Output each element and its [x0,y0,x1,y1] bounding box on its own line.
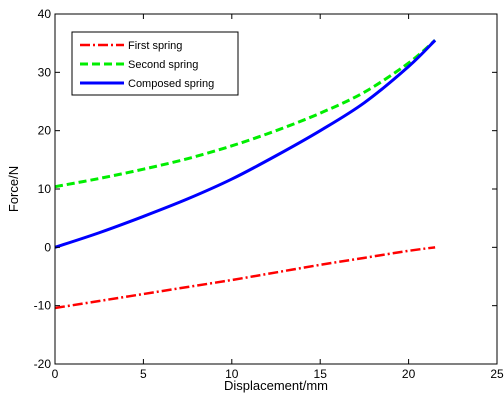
x-tick-label: 15 [314,367,328,381]
axis-ticks: 0 5 10 15 20 25 -20 -10 0 10 20 30 40 [34,7,504,381]
series-lines [54,39,437,310]
y-tick-label: 30 [38,65,52,79]
y-axis-label: Force/N [6,166,21,212]
legend-entry-second-spring: Second spring [80,59,198,71]
x-tick-label: 0 [52,367,59,381]
y-tick-label: 10 [38,182,52,196]
legend-label-second-spring: Second spring [128,59,198,71]
legend-entry-first-spring: First spring [80,40,182,52]
legend: First spring Second spring Composed spri… [71,31,239,96]
y-tick-label: 40 [38,7,52,21]
y-tick-label: 20 [38,124,52,138]
x-tick-label: 5 [140,367,147,381]
x-tick-label: 20 [402,367,416,381]
y-tick-label: -20 [34,357,52,371]
y-tick-label: 0 [44,240,51,254]
legend-entry-composed-spring: Composed spring [80,78,214,90]
x-tick-label: 25 [490,367,504,381]
legend-label-first-spring: First spring [128,40,182,52]
series-line-first-spring [54,246,436,310]
y-tick-label: -10 [34,299,52,313]
x-axis-label: Displacement/mm [224,378,328,393]
legend-label-composed-spring: Composed spring [128,78,214,90]
x-tick-label: 10 [225,367,239,381]
series-line-composed-spring [54,39,437,249]
series-line-second-spring [54,39,437,189]
